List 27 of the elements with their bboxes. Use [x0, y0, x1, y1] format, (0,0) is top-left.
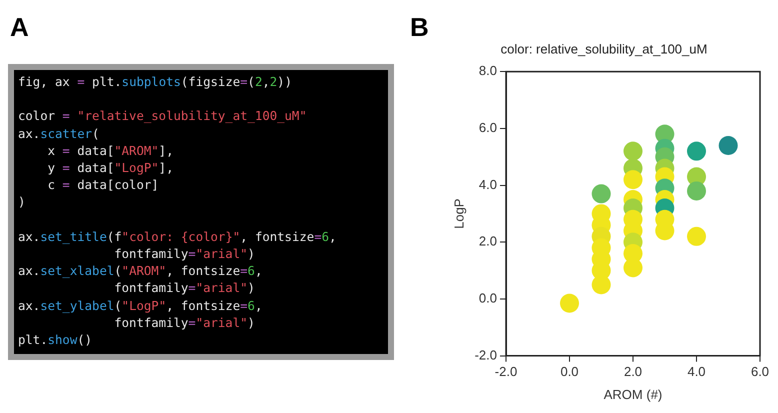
- point: [687, 142, 706, 161]
- x-tick-label: 2.0: [624, 364, 642, 380]
- chart-title: color: relative_solubility_at_100_uM: [500, 41, 708, 56]
- text: fig, ax = plt.subplots(figsize=(2,2)): [18, 75, 292, 89]
- y-tick-label: 6.0: [478, 120, 497, 136]
- point: [624, 170, 642, 190]
- point: [687, 226, 706, 246]
- point: [718, 136, 738, 155]
- point: [560, 294, 579, 313]
- y-tick-label: 8.0: [478, 63, 497, 78]
- y-axis-title: LogP: [451, 198, 466, 229]
- text: A: [10, 12, 29, 43]
- point: [624, 142, 642, 161]
- x-tick-label: 6.0: [750, 364, 770, 380]
- y-tick-label: 4.0: [478, 176, 497, 192]
- x-axis-title: AROM (#): [604, 386, 662, 402]
- y-tick-label: 0.0: [478, 290, 497, 306]
- x-tick-label: 4.0: [687, 364, 706, 380]
- y-tick-label: 2.0: [478, 234, 497, 249]
- point: [687, 181, 706, 200]
- text: ax.set_title(f"color: {color}", fontsize=6, fontfamily="arial") ax.set_xlabel("AROM", fontsize=6, fontfamily="arial") ax.set_ylabel("LogP", fontsize=6, fontfamily="arial") plt.show(): [18, 230, 336, 348]
- text: color = "relative_solubility_at_100_uM" ax.scatter( x = data["AROM"], y = data["LogP"], c = data[color] ): [18, 109, 307, 210]
- x-tick-label: 0.0: [560, 364, 579, 380]
- y-tick-label: -2.0: [474, 347, 497, 362]
- x-tick-label: -2.0: [494, 364, 518, 380]
- text: B: [410, 12, 429, 43]
- point: [592, 184, 611, 204]
